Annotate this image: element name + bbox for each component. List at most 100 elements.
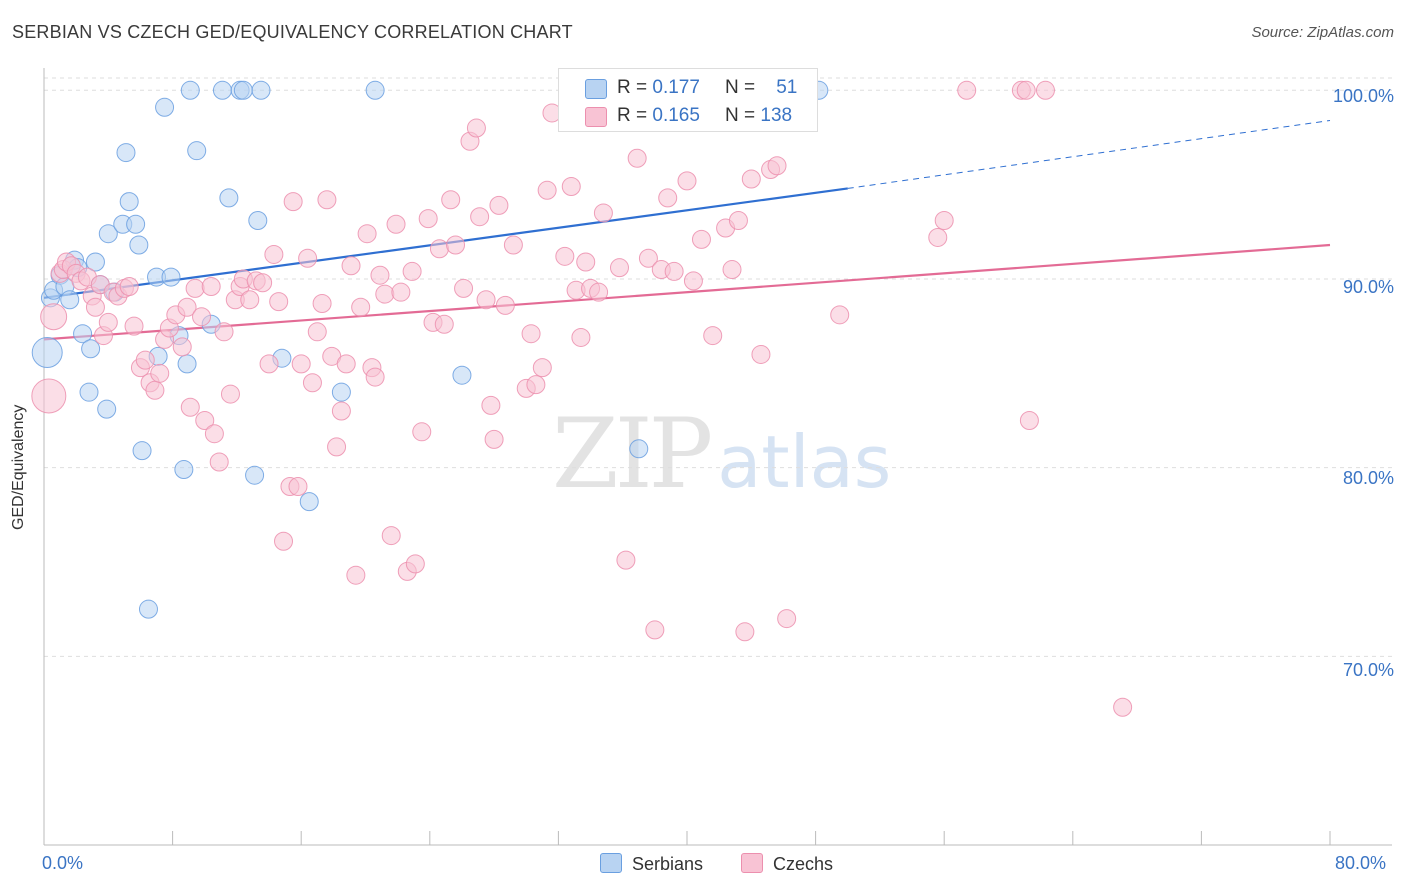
czechs-point-114 [664,261,684,281]
serbians-point-14 [98,224,118,244]
czechs-point-69 [381,526,401,546]
czechs-point-59 [331,401,351,421]
czechs-point-104 [589,282,609,302]
czechs-point-37 [220,384,240,404]
czechs-point-110 [638,248,658,268]
serbians-point-5 [60,290,80,310]
czechs-point-64 [357,224,377,244]
czechs-point-94 [526,375,546,395]
czechs-point-89 [489,195,509,215]
czechs-point-29 [180,397,200,417]
czechs-point-105 [593,203,613,223]
czechs-point-99 [561,177,581,197]
czechs-point-33 [201,277,221,297]
czechs-point-0 [31,378,67,414]
stats-legend: R = 0.177 N = 51 R = 0.165 N = 138 [558,68,818,132]
czechs-point-30 [185,278,205,298]
czechs-point-20 [135,350,155,370]
watermark-atlas: atlas [717,420,892,504]
serbians-point-25 [155,97,175,117]
serbians-point-33 [212,80,232,100]
czechs-point-109 [627,148,647,168]
czechs-point-115 [677,171,697,191]
serbians-point-21 [132,441,152,461]
czechs-point-137 [1113,697,1133,717]
serbians-point-29 [177,354,197,374]
czechs-point-53 [302,373,322,393]
czechs-point-79 [434,314,454,334]
czechs-point-131 [934,210,954,230]
serbians-point-31 [187,141,207,161]
serbians-point-13 [97,399,117,419]
czechs-point-91 [503,235,523,255]
czechs-point-74 [405,554,425,574]
czechs-point-17 [119,277,139,297]
czechs-point-27 [172,337,192,357]
czechs-point-22 [145,380,165,400]
serbians-legend-swatch [600,853,622,873]
serbians-point-22 [138,599,158,619]
serbians-point-38 [248,210,268,230]
serbians-point-34 [219,188,239,208]
serbians-swatch [585,79,607,99]
czechs-point-68 [375,284,395,304]
czechs-point-67 [370,265,390,285]
stats-legend-row-serbians: R = 0.177 N = 51 [559,73,817,101]
czechs-point-49 [283,192,303,212]
serbians-point-39 [251,80,271,100]
czechs-point-129 [830,305,850,325]
n-value-czechs: 138 [760,105,793,126]
czechs-point-85 [470,207,490,227]
czechs-point-78 [429,239,449,259]
czechs-point-46 [269,292,289,312]
czechs-point-61 [341,256,361,276]
source-label: Source: ZipAtlas.com [1251,24,1394,41]
czechs-point-123 [741,169,761,189]
czechs-point-127 [777,609,797,629]
gridlines [44,77,1392,657]
czechs-point-75 [412,422,432,442]
serbians-point-0 [31,337,63,369]
n-value-serbians: 51 [776,77,798,98]
y-tick-label-100: 100.0% [1332,86,1394,106]
czechs-point-122 [735,622,755,642]
czechs-point-55 [312,294,332,314]
czechs-point-135 [1019,410,1039,430]
czechs-point-101 [571,327,591,347]
legend-label-czechs: Czechs [773,854,834,874]
serbians-point-17 [116,143,136,163]
serbians-point-26 [161,267,181,287]
serbians-point-42 [331,382,351,402]
czechs-point-82 [454,278,474,298]
legend-item-serbians[interactable]: Serbians [600,853,703,875]
czechs-point-28 [177,297,197,317]
czechs-point-86 [476,290,496,310]
serbians-point-45 [629,439,649,459]
czechs-point-45 [264,244,284,264]
serbians-trend-extension [847,119,1331,189]
czechs-point-47 [274,531,294,551]
n-label: N = [725,77,761,98]
czechs-point-93 [521,324,541,344]
czechs-point-62 [346,565,366,585]
czechs-point-52 [298,248,318,268]
czechs-point-80 [441,190,461,210]
legend-label-serbians: Serbians [632,854,704,874]
x-tick-label-min: 0.0% [42,853,84,873]
czechs-point-50 [288,477,308,497]
serbians-point-11 [85,252,105,272]
czechs-point-41 [240,290,260,310]
y-tick-label-80: 80.0% [1342,468,1394,488]
serbians-point-36 [233,80,253,100]
serbians-point-28 [174,460,194,480]
serbians-point-43 [365,80,385,100]
czechs-point-60 [336,354,356,374]
serbians-point-18 [119,192,139,212]
czechs-point-90 [495,295,515,315]
czechs-point-34 [204,424,224,444]
legend-item-czechs[interactable]: Czechs [741,853,833,875]
czechs-point-134 [1016,80,1036,100]
czechs-point-36 [214,322,234,342]
czechs-point-120 [722,260,742,280]
